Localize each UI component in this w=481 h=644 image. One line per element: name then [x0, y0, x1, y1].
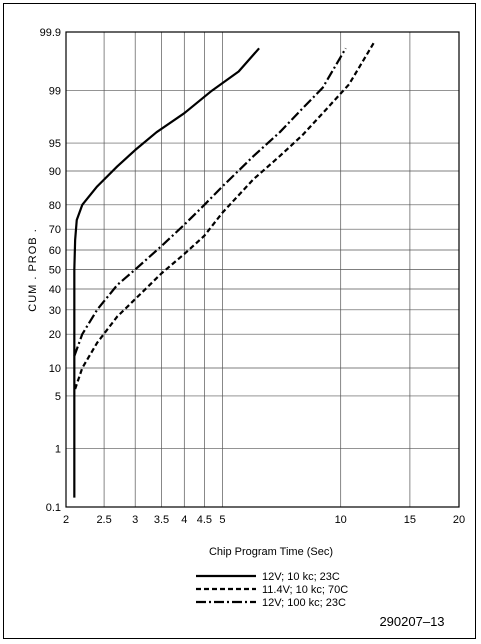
y-tick-label: 90 — [49, 166, 61, 178]
figure-border — [3, 3, 476, 639]
series-line-1 — [73, 47, 260, 498]
y-tick-label: 10 — [49, 363, 61, 375]
legend-label: 12V; 100 kc; 23C — [262, 597, 346, 609]
y-tick-label: 40 — [49, 284, 61, 296]
y-tick-label: 80 — [49, 200, 61, 212]
x-tick-label: 5 — [219, 514, 225, 526]
plot-area — [65, 31, 460, 508]
y-tick-label: 60 — [49, 245, 61, 257]
y-tick-label: 99.9 — [40, 27, 61, 39]
y-tick-label: 99 — [49, 86, 61, 98]
x-tick-label: 3 — [132, 514, 138, 526]
y-tick-label: 30 — [49, 305, 61, 317]
legend-label: 12V; 10 kc; 23C — [262, 571, 340, 583]
series-line-3 — [73, 47, 347, 357]
y-tick-label: 50 — [49, 265, 61, 277]
legend-label: 11.4V; 10 kc; 70C — [262, 584, 348, 596]
x-tick-label: 10 — [335, 514, 347, 526]
x-tick-label: 20 — [453, 514, 465, 526]
grid — [65, 31, 460, 508]
y-tick-label: 1 — [55, 443, 61, 455]
x-tick-label: 4.5 — [197, 514, 212, 526]
x-tick-label: 3.5 — [154, 514, 169, 526]
x-axis-label: Chip Program Time (Sec) — [209, 546, 333, 558]
figure-id: 290207–13 — [379, 614, 444, 629]
x-tick-label: 15 — [404, 514, 416, 526]
x-tick-label: 2.5 — [96, 514, 111, 526]
series-line-2 — [74, 40, 376, 390]
x-tick-label: 2 — [63, 514, 69, 526]
y-tick-label: 20 — [49, 329, 61, 341]
tick-labels: 2 2.5 3 3.5 4 4.5 5 10 15 200.1151020304050607080… — [40, 27, 466, 526]
y-tick-label: 5 — [55, 391, 61, 403]
series-layer — [73, 40, 376, 498]
y-tick-label: 0.1 — [46, 502, 61, 514]
x-tick-label: 4 — [181, 514, 187, 526]
y-tick-label: 70 — [49, 224, 61, 236]
y-axis-label: CUM . PROB . — [27, 228, 39, 312]
y-tick-label: 95 — [49, 138, 61, 150]
